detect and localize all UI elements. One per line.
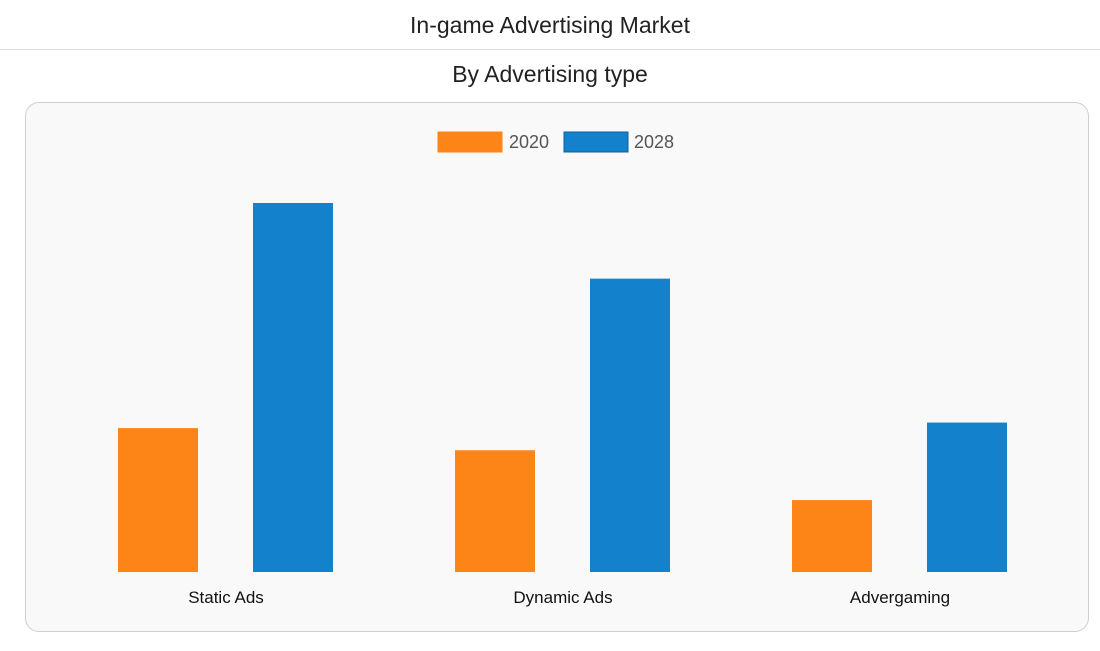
bar-advergaming-2020[interactable] bbox=[792, 500, 872, 572]
bar-advergaming-2028[interactable] bbox=[927, 422, 1007, 572]
x-tick-label: Static Ads bbox=[188, 588, 264, 607]
page-title: In-game Advertising Market bbox=[0, 0, 1100, 50]
chart-subtitle: By Advertising type bbox=[452, 61, 648, 87]
chart-card: 2020 2028 Static Ads Dynamic Ads Advergaming bbox=[25, 102, 1089, 632]
bar-dynamic-ads-2020[interactable] bbox=[455, 450, 535, 572]
x-tick-label: Dynamic Ads bbox=[513, 588, 612, 607]
legend-swatch-2020[interactable] bbox=[437, 131, 503, 153]
legend-label-2020[interactable]: 2020 bbox=[509, 132, 549, 152]
legend-label-2028[interactable]: 2028 bbox=[634, 132, 674, 152]
x-tick-label: Advergaming bbox=[850, 588, 950, 607]
bar-chart: 2020 2028 Static Ads Dynamic Ads Advergaming bbox=[118, 131, 1007, 607]
bar-dynamic-ads-2028[interactable] bbox=[590, 278, 670, 572]
bar-static-ads-2028[interactable] bbox=[253, 203, 333, 572]
legend-swatch-2028[interactable] bbox=[563, 131, 629, 153]
bar-static-ads-2020[interactable] bbox=[118, 428, 198, 572]
